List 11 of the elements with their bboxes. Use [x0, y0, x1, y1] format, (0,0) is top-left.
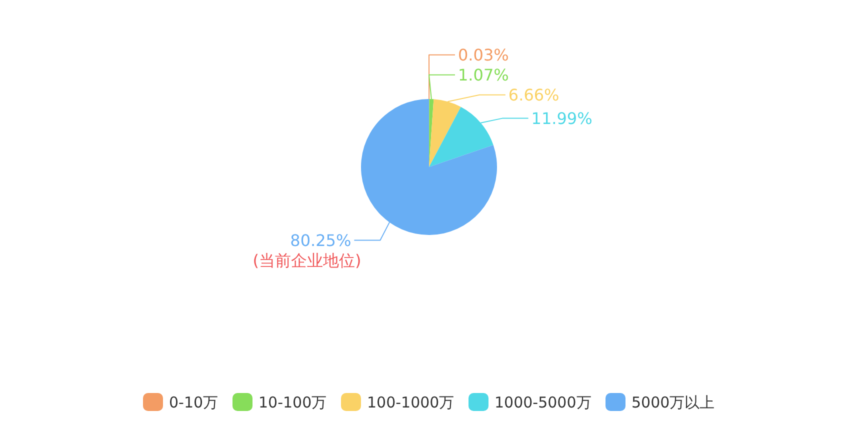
- data-label: 0.03%: [458, 45, 509, 64]
- legend-label: 100-1000万: [367, 393, 454, 412]
- data-label: 11.99%: [531, 108, 592, 128]
- legend-label: 10-100万: [258, 393, 327, 412]
- data-label: 1.07%: [458, 65, 509, 84]
- legend-label: 5000万以上: [632, 393, 715, 412]
- legend-label: 1000-5000万: [494, 393, 592, 412]
- data-label: 80.25%: [290, 230, 352, 250]
- legend-label: 0-10万: [169, 393, 218, 412]
- text: (当前企业地位): [252, 250, 362, 270]
- data-label: 6.66%: [508, 85, 560, 104]
